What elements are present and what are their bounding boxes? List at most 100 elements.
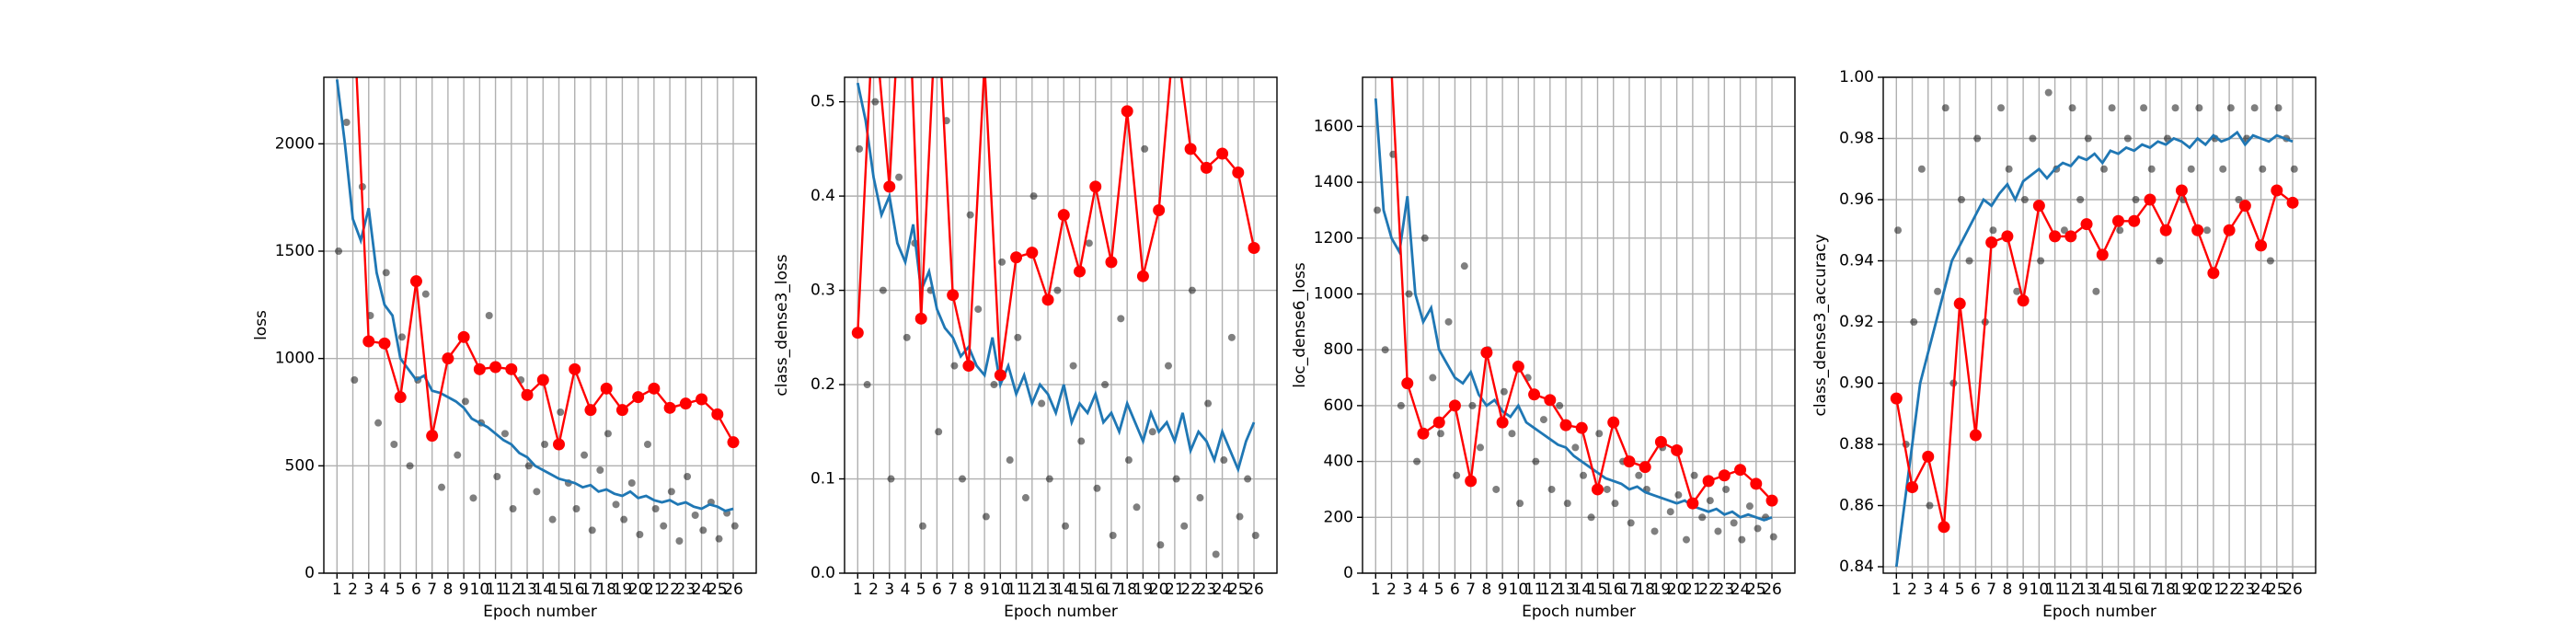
marker <box>1512 360 1524 373</box>
scatter-point <box>2060 226 2068 235</box>
marker <box>711 408 724 420</box>
x-tick-label: 10 <box>2030 581 2050 599</box>
axes-frame <box>323 76 757 574</box>
x-tick-label: 10 <box>1509 581 1529 599</box>
scatter-point <box>1698 513 1707 522</box>
marker <box>553 438 566 451</box>
scatter-point <box>1492 485 1501 493</box>
series-line <box>857 77 1256 375</box>
subplot: 1 2 3 4 5 6 7 8 9 1011121314151617181920212223242… <box>1291 64 1796 621</box>
scatter-point <box>1405 290 1413 298</box>
scatter-point <box>871 98 880 106</box>
marker <box>1686 497 1699 510</box>
marker <box>979 58 991 70</box>
scatter-point <box>1124 456 1133 465</box>
x-tick-label: 6 <box>1450 581 1460 599</box>
scatter-point <box>1532 457 1540 466</box>
x-tick-label: 3 <box>1402 581 1412 599</box>
scatter-point <box>335 247 343 255</box>
scatter-point <box>2259 165 2267 173</box>
scatter-point <box>548 515 557 523</box>
marker <box>663 401 676 414</box>
y-tick-label: 0 <box>305 564 315 582</box>
marker <box>1386 64 1397 76</box>
x-axis-label: Epoch number <box>483 603 597 621</box>
scatter-point <box>1188 286 1196 294</box>
y-axis-label: class_dense3_accuracy <box>1811 234 1830 416</box>
x-tick-label: 26 <box>1244 581 1264 599</box>
scatter-point <box>1101 381 1110 389</box>
series-line <box>1895 187 2294 528</box>
scatter-point <box>643 441 651 448</box>
scatter-point <box>1973 134 1982 143</box>
x-tick-label: 3 <box>884 581 894 599</box>
x-tick-label: 22 <box>660 581 680 599</box>
scatter-point <box>982 512 990 521</box>
x-tick-label: 25 <box>1746 581 1766 599</box>
x-tick-label: 23 <box>676 581 696 599</box>
scatter-point <box>1754 524 1762 533</box>
marker <box>489 361 502 374</box>
marker <box>1232 166 1245 178</box>
series-line <box>1390 77 1773 506</box>
x-tick-label: 2 <box>1907 581 1917 599</box>
scatter-point <box>1251 532 1259 540</box>
y-tick-label: 0.5 <box>811 93 835 111</box>
scatter-point <box>1141 144 1149 153</box>
x-tick-label: 15 <box>2109 581 2129 599</box>
y-tick-label: 1000 <box>1314 285 1353 304</box>
x-tick-label: 20 <box>1149 581 1169 599</box>
scatter-point <box>2013 287 2021 295</box>
x-tick-label: 7 <box>427 581 437 599</box>
x-tick-label: 19 <box>613 581 633 599</box>
scatter-point <box>1196 494 1204 502</box>
scatter-point <box>1453 471 1461 479</box>
scatter-point <box>1595 430 1604 438</box>
marker <box>2255 239 2268 252</box>
scatter-point <box>485 312 493 319</box>
scatter-point <box>1571 443 1580 452</box>
marker <box>505 362 518 375</box>
scatter-point <box>1579 471 1587 479</box>
scatter-point <box>509 505 517 512</box>
scatter-point <box>1730 519 1738 527</box>
marker <box>584 404 597 417</box>
x-tick-label: 25 <box>2267 581 2287 599</box>
marker <box>1480 346 1493 359</box>
scatter-point <box>1429 374 1437 382</box>
y-tick-label: 400 <box>1324 453 1353 471</box>
x-tick-label: 9 <box>2018 581 2029 599</box>
x-tick-label: 19 <box>1133 581 1154 599</box>
scatter-point <box>1894 226 1903 235</box>
marker <box>394 391 407 404</box>
x-tick-label: 19 <box>1651 581 1672 599</box>
scatter-point <box>2092 287 2100 295</box>
marker <box>2128 214 2141 227</box>
x-tick-label: 12 <box>1022 581 1042 599</box>
x-tick-label: 5 <box>1955 581 1965 599</box>
y-axis-label: loc_dense6_loss <box>1291 262 1309 388</box>
marker <box>1200 161 1213 174</box>
x-tick-label: 16 <box>1604 581 1624 599</box>
scatter-point <box>1014 333 1022 341</box>
scatter-point <box>1563 500 1571 508</box>
scatter-point <box>2068 104 2076 112</box>
x-tick-label: 2 <box>348 581 358 599</box>
y-tick-label: 0.4 <box>811 187 835 205</box>
marker <box>1121 105 1133 118</box>
marker <box>1985 236 1998 249</box>
y-tick-label: 0.98 <box>1839 130 1874 148</box>
x-tick-label: 15 <box>1588 581 1608 599</box>
scatter-point <box>1516 500 1524 508</box>
x-tick-label: 14 <box>1053 581 1074 599</box>
scatter-point <box>1957 196 1965 204</box>
marker <box>947 289 960 302</box>
scatter-point <box>1714 527 1722 535</box>
scatter-point <box>1006 456 1014 465</box>
scatter-point <box>2266 257 2274 265</box>
marker <box>2207 267 2220 280</box>
scatter-point <box>454 451 462 459</box>
series-line <box>1894 130 2294 568</box>
scatter-point <box>1374 206 1382 214</box>
marker <box>1216 147 1229 160</box>
